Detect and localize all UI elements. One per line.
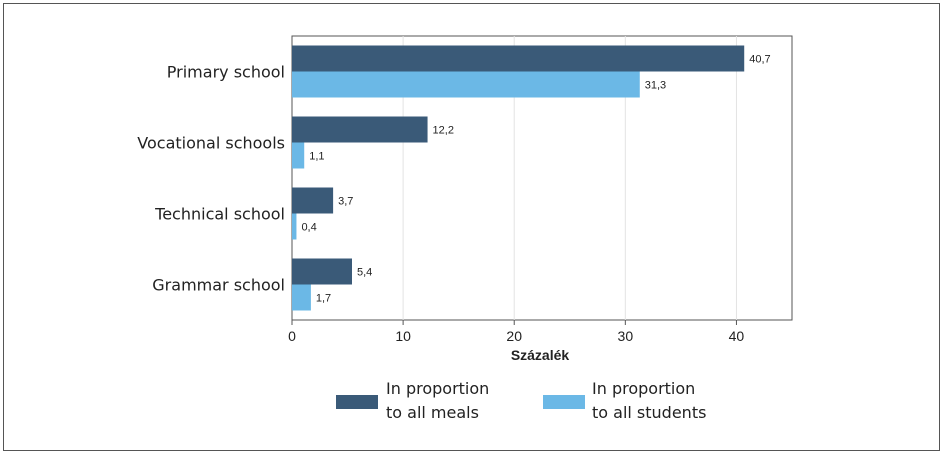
legend-label-0-line-0: In proportion (386, 379, 489, 398)
legend-swatch-1 (543, 395, 585, 409)
bar-s1-c0 (292, 71, 640, 98)
bar-s0-c2 (292, 187, 334, 214)
x-tick-label-4: 40 (729, 328, 745, 344)
x-tick-label-1: 10 (395, 328, 411, 344)
category-label-2: Technical school (154, 205, 285, 224)
category-label-3: Grammar school (152, 276, 285, 295)
legend-label-1-line-1: to all students (592, 403, 706, 422)
labels-group: Primary school 40,7 31,3 Vocational schools… (137, 54, 770, 305)
data-label-s0-c1: 12,2 (433, 125, 454, 137)
data-label-s0-c2: 3,7 (338, 196, 353, 208)
x-axis: 0 10 20 30 40 (288, 320, 744, 344)
data-label-s1-c2: 0,4 (301, 222, 316, 234)
data-label-s0-c3: 5,4 (357, 267, 372, 279)
legend-label-1-line-0: In proportion (592, 379, 695, 398)
category-label-0: Primary school (167, 63, 285, 82)
data-label-s0-c0: 40,7 (749, 54, 770, 66)
x-axis-title: Százalék (511, 347, 570, 363)
category-label-1: Vocational schools (137, 134, 285, 153)
x-tick-label-3: 30 (618, 328, 634, 344)
data-label-s1-c3: 1,7 (316, 293, 331, 305)
legend-swatch-0 (336, 395, 378, 409)
bar-s0-c3 (292, 258, 352, 285)
legend-label-0-line-1: to all meals (386, 403, 479, 422)
bar-s1-c1 (292, 142, 305, 169)
bars-group (292, 45, 745, 311)
bar-s0-c0 (292, 45, 745, 72)
x-tick-label-2: 20 (506, 328, 522, 344)
data-label-s1-c1: 1,1 (309, 151, 324, 163)
data-label-s1-c0: 31,3 (645, 80, 666, 92)
bar-s0-c1 (292, 116, 428, 143)
bar-s1-c2 (292, 213, 297, 240)
bar-s1-c3 (292, 284, 311, 311)
x-tick-label-0: 0 (288, 328, 296, 344)
legend: In proportion to all meals In proportion to… (336, 379, 706, 422)
